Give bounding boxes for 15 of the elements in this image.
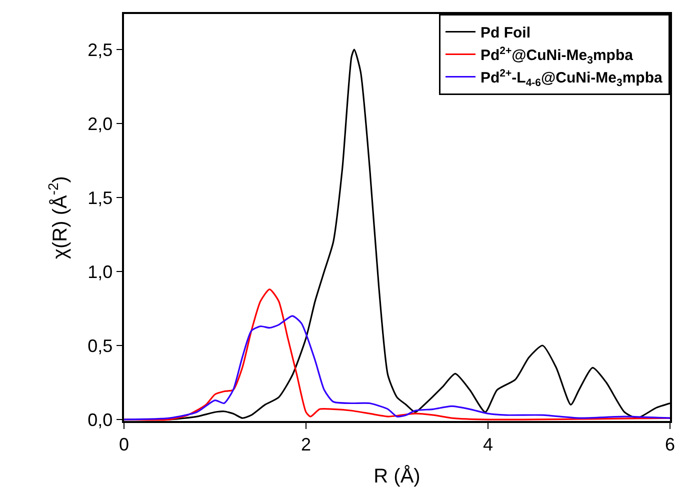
y-tick-label: 2,5	[88, 40, 113, 60]
legend-label: Pd$^{2+}$-L$_{4-6}$@CuNi-Me$_{3}$mpba	[480, 67, 663, 89]
x-tick-label: 4	[482, 434, 494, 454]
x-axis-title: R (Å)	[374, 464, 420, 488]
x-tick-label: 0	[118, 434, 130, 454]
x-tick-label: 6	[664, 434, 676, 454]
line-series	[124, 315, 670, 420]
y-tick-label: 0,0	[88, 410, 113, 430]
x-tick-label: 2	[300, 434, 312, 454]
legend-label: Pd Foil	[480, 24, 530, 42]
y-tick-label: 2,0	[88, 114, 113, 134]
y-tick-label: 1,5	[88, 188, 113, 208]
y-tick-label: 1,0	[88, 262, 113, 282]
y-tick-label: 0,5	[88, 336, 113, 356]
legend-label: Pd$^{2+}$@CuNi-Me$_{3}$mpba	[480, 44, 634, 66]
